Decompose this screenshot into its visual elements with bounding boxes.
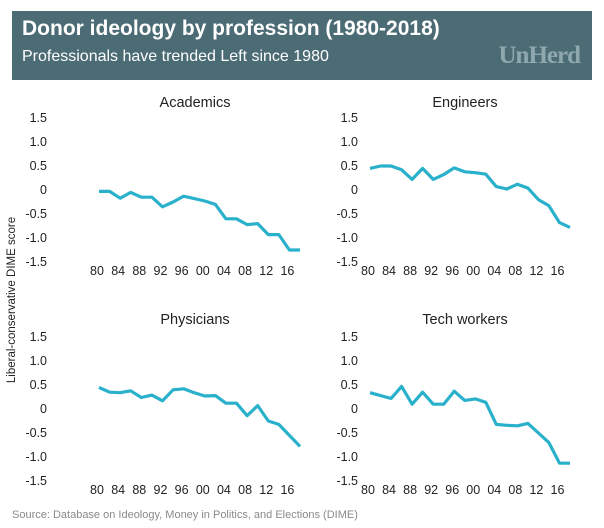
series-line xyxy=(369,384,570,465)
x-tick-label: 08 xyxy=(508,483,522,497)
y-tick-label: -1.5 xyxy=(25,255,47,269)
x-tick-label: 80 xyxy=(90,483,104,497)
x-tick-label: 04 xyxy=(487,264,501,278)
y-tick-label: 1.5 xyxy=(30,111,47,125)
x-tick-label: 88 xyxy=(403,483,417,497)
x-tick-label: 84 xyxy=(382,264,396,278)
x-tick-label: 92 xyxy=(154,264,168,278)
x-tick-label: 80 xyxy=(90,264,104,278)
x-tick-label: 12 xyxy=(259,483,273,497)
y-tick-label: -1.0 xyxy=(336,450,358,464)
x-tick-label: 16 xyxy=(551,264,565,278)
panel-engineers: Engineers 1.5 1.0 0.5 0 -0.5 -1.0 -1.580 84 88 92 9… xyxy=(336,95,571,278)
x-tick-label: 04 xyxy=(487,483,501,497)
y-tick-label: 0.5 xyxy=(30,159,47,173)
unherd-logo: UnHerd xyxy=(498,42,581,69)
chart-subtitle: Professionals have trended Left since 19… xyxy=(22,48,329,65)
y-tick-label: 0 xyxy=(351,402,358,416)
x-tick-label: 96 xyxy=(445,483,459,497)
x-tick-label: 12 xyxy=(259,264,273,278)
x-tick-label: 92 xyxy=(424,264,438,278)
x-tick-label: 00 xyxy=(466,264,480,278)
y-tick-label: -0.5 xyxy=(25,426,47,440)
x-tick-label: 00 xyxy=(466,483,480,497)
panel-academics: Academics 1.5 1.0 0.5 0 -0.5 -1.0 -1.5 80 84 88 92 9… xyxy=(25,95,300,278)
y-tick-label: 0.5 xyxy=(341,159,358,173)
x-tick-label: 00 xyxy=(196,483,210,497)
series-line xyxy=(369,164,571,229)
x-tick-label: 16 xyxy=(551,483,565,497)
y-tick-label: 0 xyxy=(351,183,358,197)
x-tick-label: 96 xyxy=(175,264,189,278)
y-tick-label: 0 xyxy=(40,402,47,416)
x-tick-label: 08 xyxy=(238,264,252,278)
panel-physicians: Physicians 1.5 1.0 0.5 0 -0.5 -1.0 -1.5 80 84 88 92… xyxy=(25,312,302,497)
x-tick-label: 88 xyxy=(132,483,146,497)
series-line xyxy=(99,189,300,252)
y-tick-label: 0.5 xyxy=(341,378,358,392)
chart-title: Donor ideology by profession (1980-2018) xyxy=(22,17,440,40)
x-tick-label: 04 xyxy=(217,483,231,497)
x-tick-label: 84 xyxy=(382,483,396,497)
x-tick-label: 12 xyxy=(529,264,543,278)
x-tick-label: 80 xyxy=(361,264,375,278)
x-tick-label: 88 xyxy=(403,264,417,278)
source-note: Source: Database on Ideology, Money in P… xyxy=(12,509,358,521)
x-tick-label: 16 xyxy=(280,264,294,278)
y-tick-label: 0.5 xyxy=(30,378,47,392)
panel-title: Tech workers xyxy=(422,312,507,328)
x-tick-label: 84 xyxy=(111,483,125,497)
y-tick-label: 1.5 xyxy=(30,330,47,344)
y-tick-label: -1.0 xyxy=(336,231,358,245)
y-tick-label: 1.0 xyxy=(341,354,358,368)
series-line xyxy=(98,385,302,448)
y-tick-label: 1.5 xyxy=(341,330,358,344)
x-tick-label: 88 xyxy=(132,264,146,278)
x-tick-label: 04 xyxy=(217,264,231,278)
y-tick-label: -1.0 xyxy=(25,450,47,464)
y-tick-label: -1.0 xyxy=(25,231,47,245)
y-tick-label: -1.5 xyxy=(336,255,358,269)
x-tick-label: 12 xyxy=(529,483,543,497)
x-tick-label: 16 xyxy=(280,483,294,497)
y-tick-label: -1.5 xyxy=(336,474,358,488)
y-tick-label: 0 xyxy=(40,183,47,197)
y-tick-label: 1.5 xyxy=(341,111,358,125)
x-tick-label: 96 xyxy=(175,483,189,497)
x-tick-label: 08 xyxy=(508,264,522,278)
y-tick-label: -0.5 xyxy=(336,207,358,221)
x-tick-label: 00 xyxy=(196,264,210,278)
panel-tech-workers: Tech workers 1.5 1.0 0.5 0 -0.5 -1.0 -1.580 84 88… xyxy=(336,312,570,497)
header-banner: Donor ideology by profession (1980-2018)… xyxy=(12,11,592,80)
x-tick-label: 80 xyxy=(361,483,375,497)
panel-title: Academics xyxy=(160,95,231,111)
y-tick-label: -0.5 xyxy=(336,426,358,440)
panel-title: Physicians xyxy=(160,312,229,328)
x-tick-label: 84 xyxy=(111,264,125,278)
y-tick-label: 1.0 xyxy=(341,135,358,149)
y-tick-label: 1.0 xyxy=(30,354,47,368)
x-tick-label: 92 xyxy=(154,483,168,497)
x-tick-label: 92 xyxy=(424,483,438,497)
x-tick-label: 96 xyxy=(445,264,459,278)
y-tick-label: -0.5 xyxy=(25,207,47,221)
x-tick-label: 08 xyxy=(238,483,252,497)
panel-title: Engineers xyxy=(432,95,497,111)
y-tick-label: 1.0 xyxy=(30,135,47,149)
y-tick-label: -1.5 xyxy=(25,474,47,488)
